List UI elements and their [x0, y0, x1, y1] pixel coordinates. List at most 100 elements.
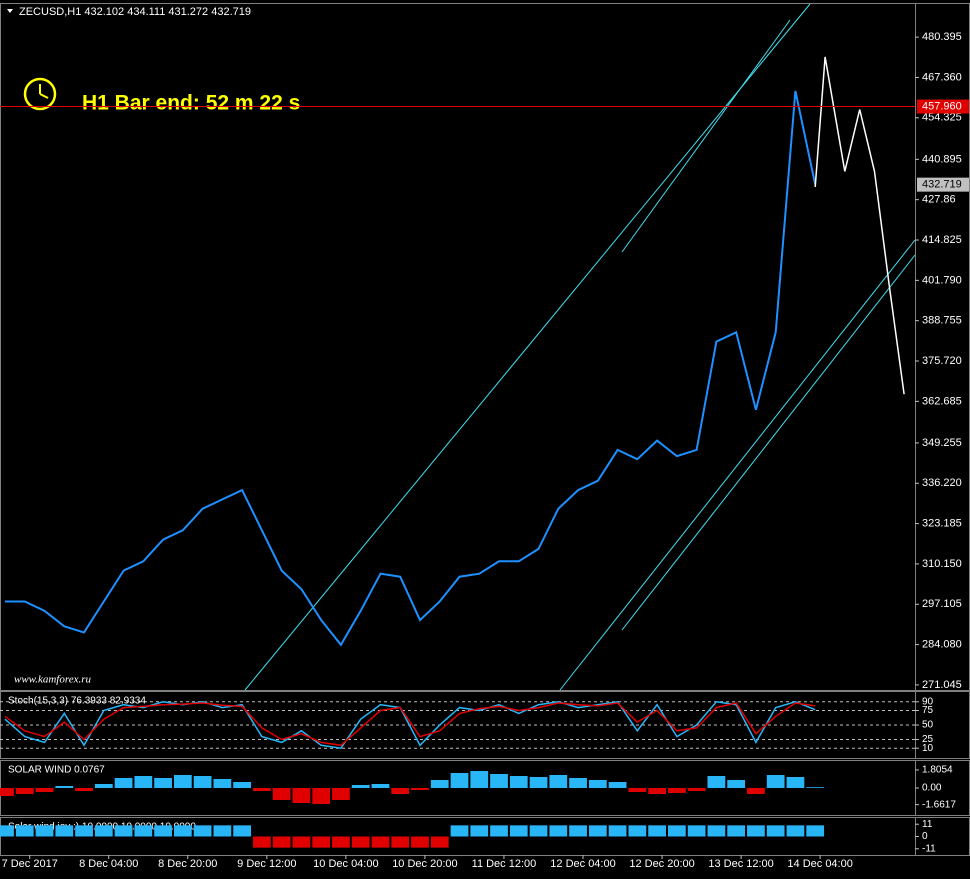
x-tick-label: 12 Dec 04:00 — [550, 858, 615, 870]
histogram-bar — [154, 825, 172, 837]
y-tick-label: 0 — [922, 831, 928, 842]
y-tick-label: 440.895 — [922, 153, 962, 165]
x-tick-label: 10 Dec 20:00 — [392, 858, 457, 870]
histogram-bar — [134, 776, 153, 788]
x-tick-label: 10 Dec 04:00 — [313, 858, 378, 870]
stoch-line — [4, 702, 816, 747]
histogram-bar — [292, 836, 311, 848]
histogram-bar — [450, 825, 469, 837]
histogram-bar — [490, 774, 508, 788]
histogram-bar — [292, 788, 311, 803]
histogram-bar — [272, 788, 291, 800]
histogram-bar — [747, 788, 765, 794]
y-tick-label: 310.150 — [922, 558, 962, 570]
histogram-bar — [569, 778, 587, 788]
histogram-bar — [707, 825, 726, 837]
histogram-bar — [766, 825, 785, 837]
histogram-bar — [549, 825, 568, 837]
histogram-bar — [272, 836, 291, 848]
price-level-box — [917, 99, 969, 114]
histogram-bar — [332, 836, 350, 848]
histogram-bar — [15, 788, 34, 794]
histogram-bar — [0, 825, 14, 837]
histogram-bar — [233, 782, 252, 788]
histogram-bar — [786, 777, 805, 788]
last-price-box — [917, 177, 969, 192]
histogram-bar — [253, 836, 271, 848]
histogram-bar — [15, 825, 34, 837]
histogram-bar — [608, 782, 627, 788]
histogram-bar — [94, 784, 113, 788]
histogram-bar — [411, 836, 429, 848]
histogram-bar — [470, 771, 489, 788]
histogram-bar — [430, 836, 449, 848]
histogram-bar — [75, 788, 93, 791]
y-tick-label: 336.220 — [922, 477, 962, 489]
histogram-bar — [529, 825, 548, 837]
histogram-bar — [134, 825, 153, 837]
trend-line — [621, 254, 916, 631]
histogram-bar — [549, 775, 568, 788]
histogram-bar — [75, 825, 93, 837]
histogram-bar — [667, 788, 686, 793]
y-tick-label: -11 — [922, 843, 936, 854]
y-tick-label: 467.360 — [922, 71, 962, 83]
y-tick-label: 10 — [922, 743, 934, 754]
y-tick-label: 414.825 — [922, 234, 962, 246]
y-tick-label: 323.185 — [922, 517, 962, 529]
histogram-bar — [213, 825, 232, 837]
histogram-bar — [332, 788, 350, 800]
y-tick-label: 375.720 — [922, 355, 962, 367]
histogram-bar — [727, 780, 746, 788]
histogram-bar — [588, 780, 607, 788]
histogram-bar — [766, 775, 785, 788]
y-tick-label: 480.395 — [922, 31, 962, 43]
histogram-bar — [351, 785, 370, 788]
histogram-bar — [193, 776, 212, 788]
histogram-bar — [687, 825, 706, 837]
histogram-bar — [786, 825, 805, 837]
histogram-bar — [529, 777, 548, 788]
chart-title: ZECUSD,H1 432.102 434.111 431.272 432.71… — [19, 6, 251, 18]
histogram-bar — [450, 773, 469, 788]
histogram-bar — [391, 788, 410, 794]
y-tick-label: 362.685 — [922, 395, 962, 407]
x-tick-label: 13 Dec 12:00 — [708, 858, 773, 870]
price-line — [5, 90, 817, 647]
x-tick-label: 9 Dec 12:00 — [237, 858, 296, 870]
histogram-bar — [490, 825, 508, 837]
histogram-bar — [312, 836, 331, 848]
histogram-bar — [509, 825, 528, 837]
y-tick-label: 297.105 — [922, 598, 962, 610]
histogram-bar — [648, 788, 666, 794]
price-level-label: 457.960 — [922, 100, 962, 112]
watermark: www.kamforex.ru — [14, 674, 91, 686]
bar-timer: H1 Bar end: 52 m 22 s — [82, 92, 300, 115]
histogram-bar — [94, 825, 113, 837]
histogram-bar — [55, 825, 74, 837]
histogram-bar — [173, 825, 192, 837]
histogram-bar — [371, 784, 390, 788]
y-tick-label: 271.045 — [922, 679, 962, 691]
histogram-bar — [173, 775, 192, 788]
trend-line — [559, 239, 916, 691]
y-tick-label: 90 — [922, 696, 934, 707]
histogram-bar — [430, 780, 449, 788]
x-tick-label: 8 Dec 20:00 — [158, 858, 217, 870]
histogram-bar — [628, 788, 647, 792]
trend-lines — [244, 3, 916, 691]
last-price-label: 432.719 — [922, 179, 962, 191]
y-tick-label: 454.325 — [922, 112, 962, 124]
histogram-bar — [588, 825, 607, 837]
histogram-bar — [687, 788, 706, 791]
title-arrow — [7, 9, 13, 13]
histogram-bar — [351, 836, 370, 848]
y-tick-label: 1.8054 — [922, 765, 953, 776]
y-tick-label: 388.755 — [922, 315, 962, 327]
histogram-bar — [391, 836, 410, 848]
y-tick-label: 11 — [922, 819, 933, 830]
y-tick-label: 25 — [922, 734, 934, 745]
histogram-bar — [667, 825, 686, 837]
y-tick-label: 349.255 — [922, 437, 962, 449]
